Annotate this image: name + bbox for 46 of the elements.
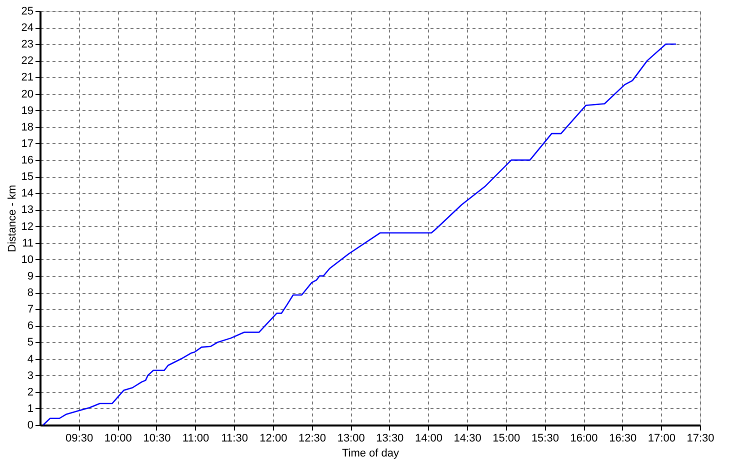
x-tick-label: 12:00: [260, 432, 288, 444]
x-tick-label: 10:00: [104, 432, 132, 444]
y-tick-label: 13: [21, 204, 34, 216]
y-tick-label: 4: [27, 353, 34, 366]
y-tick-label: 14: [21, 188, 34, 200]
y-tick-label: 18: [21, 121, 34, 134]
y-tick-label: 24: [21, 22, 34, 34]
y-tick-label: 19: [21, 104, 34, 117]
x-tick-label: 10:30: [143, 432, 171, 444]
y-tick-label: 16: [21, 154, 34, 167]
x-tick-label: 14:00: [414, 432, 442, 444]
y-tick-label: 5: [27, 336, 34, 349]
y-tick-label: 0: [27, 420, 34, 432]
y-tick-label: 25: [21, 6, 34, 18]
y-tick-label: 8: [27, 287, 34, 300]
x-tick-label: 16:30: [609, 432, 637, 444]
y-tick-label: 15: [21, 171, 34, 184]
x-tick-label: 17:30: [686, 432, 714, 444]
y-tick-label: 7: [27, 304, 34, 316]
y-tick-label: 10: [21, 254, 34, 266]
y-tick-label: 17: [21, 138, 34, 150]
y-tick-label: 22: [21, 55, 34, 68]
y-tick-label: 6: [27, 320, 34, 332]
x-axis-title: Time of day: [342, 448, 400, 460]
x-tick-label: 15:00: [492, 432, 520, 444]
y-tick-label: 21: [21, 72, 34, 84]
x-tick-label: 11:30: [221, 432, 248, 444]
y-tick-label: 3: [27, 370, 34, 382]
x-tick-label: 15:30: [531, 432, 559, 444]
y-tick-label: 9: [27, 270, 34, 282]
x-tick-label: 17:00: [648, 432, 676, 444]
x-tick-label: 16:00: [570, 432, 598, 444]
x-tick-label: 12:30: [298, 432, 326, 444]
x-tick-label: 13:00: [337, 432, 365, 444]
y-tick-label: 11: [22, 237, 34, 250]
line-series: [42, 43, 677, 426]
y-tick-label: 20: [21, 88, 34, 100]
y-tick-label: 2: [27, 386, 34, 398]
y-tick-label: 1: [27, 402, 34, 415]
x-tick-label: 11:00: [182, 432, 210, 444]
x-tick-label: 09:30: [66, 432, 94, 444]
x-tick-label: 14:30: [454, 432, 482, 444]
y-axis-title: Distance - km: [6, 184, 18, 252]
y-tick-label: 23: [21, 38, 34, 51]
x-tick-label: 13:30: [376, 432, 404, 444]
y-tick-label: 12: [21, 220, 34, 233]
